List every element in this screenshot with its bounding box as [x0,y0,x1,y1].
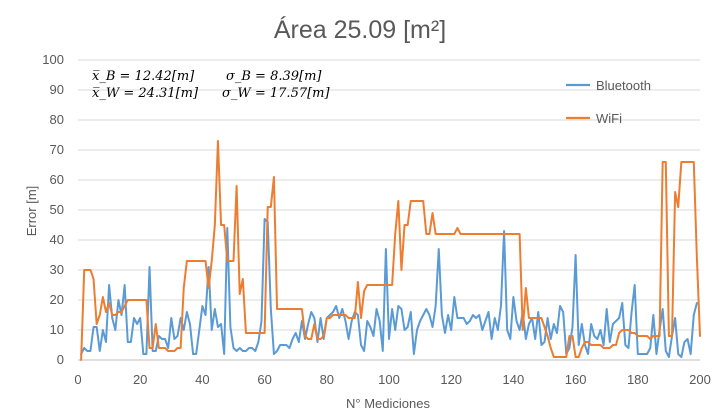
series-line-bluetooth [80,218,698,358]
series [80,140,701,361]
y-axis-label: Error [m] [24,186,39,237]
y-tick-label-80: 80 [50,112,64,127]
x-tick-label-40: 40 [195,372,209,387]
mean-bluetooth-annotation: x̅_B = 12.42[m] [92,69,195,84]
x-tick-label-160: 160 [565,372,587,387]
x-tick-label-60: 60 [257,372,271,387]
x-tick-label-140: 140 [503,372,525,387]
series-line-wifi [80,140,701,361]
x-tick-label-80: 80 [320,372,334,387]
std-bluetooth-annotation: σ_B = 8.39[m] [226,69,322,84]
legend: Bluetooth WiFi [566,78,651,126]
tick-labels: 0 10 20 30 40 50 60 70 80 90 100 0 20 40 60 80 100 120 140… [42,52,711,387]
y-tick-label-50: 50 [50,202,64,217]
x-tick-label-20: 20 [133,372,147,387]
legend-wifi-label: WiFi [596,111,622,126]
y-tick-label-20: 20 [50,292,64,307]
x-axis-label: N° Mediciones [346,396,430,411]
y-tick-label-10: 10 [50,322,64,337]
y-tick-label-60: 60 [50,172,64,187]
legend-bluetooth-label: Bluetooth [596,78,651,93]
std-wifi-annotation: σ_W = 17.57[m] [222,86,331,101]
y-tick-label-90: 90 [50,82,64,97]
mean-wifi-annotation: x̅_W = 24.31[m] [92,86,199,101]
y-tick-label-70: 70 [50,142,64,157]
y-tick-label-100: 100 [42,52,64,67]
chart-title: Área 25.09 [m²] [274,15,446,44]
x-tick-label-200: 200 [689,372,711,387]
x-tick-label-180: 180 [627,372,649,387]
y-tick-label-40: 40 [50,232,64,247]
y-tick-label-30: 30 [50,262,64,277]
x-tick-label-120: 120 [440,372,462,387]
y-tick-label-0: 0 [57,352,64,367]
x-tick-label-0: 0 [74,372,81,387]
x-tick-label-100: 100 [378,372,400,387]
